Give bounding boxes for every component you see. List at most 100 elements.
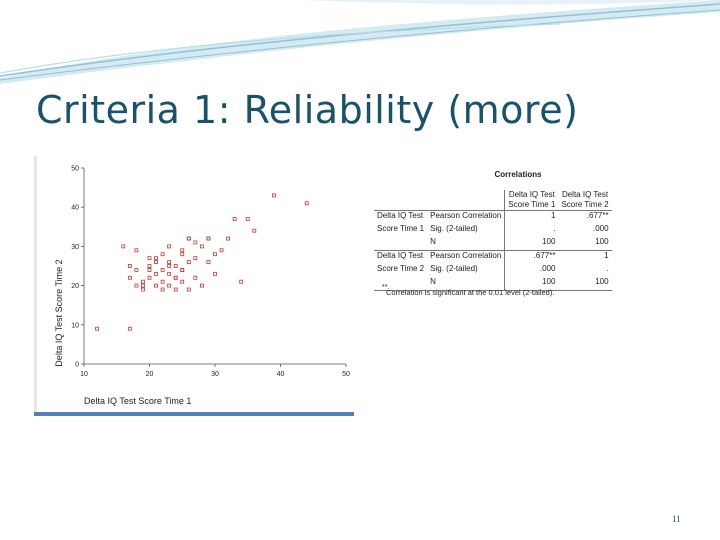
row-group-time2-line2: Score Time 2 [377, 264, 425, 273]
y-tick-label: 50 [71, 166, 79, 173]
scatter-point [134, 248, 139, 253]
stat-label: Sig. (2-tailed) [430, 264, 478, 273]
scatter-point [199, 244, 204, 249]
scatter-point [95, 326, 99, 331]
points [95, 193, 309, 331]
swoosh-line-2 [0, 9, 720, 81]
row-group-time1-line1: Delta IQ Test [374, 210, 428, 224]
scatter-point [186, 260, 191, 264]
scatter-point [160, 287, 165, 292]
scatter-point [206, 260, 211, 264]
x-tick-label: 20 [146, 371, 154, 378]
scatter-point [127, 264, 132, 268]
table-cell: .000 [504, 264, 559, 277]
col-header-time1: Delta IQ Test Score Time 1 [504, 190, 559, 211]
x-tick-label: 30 [211, 371, 219, 378]
col-header-time2-line2: Score Time 2 [561, 200, 609, 209]
scatter-point [173, 287, 178, 292]
table-cell: . [606, 264, 609, 273]
scatter-point [147, 268, 152, 272]
scatter-point [141, 287, 145, 292]
scatter-point [160, 279, 165, 284]
table-row: Delta IQ Test Pearson Correlation .677**… [374, 250, 612, 264]
table-cell: 1 [558, 250, 612, 264]
swoosh-top-fill [300, 0, 720, 5]
footnote: Correlation is significant at the 0.01 l… [386, 288, 555, 297]
scatter-point [127, 326, 132, 331]
scatter-point [134, 283, 139, 288]
scatter-point [160, 268, 165, 272]
scatter-point [141, 279, 145, 284]
row-group-blank [374, 277, 428, 291]
scatter-point [213, 252, 217, 257]
scatter-point [147, 256, 152, 261]
stat-label: Pearson Correlation [427, 210, 505, 224]
scatter-point [180, 248, 185, 253]
scatter-point [141, 283, 145, 288]
x-tick-label: 40 [277, 371, 285, 378]
swoosh-line-3 [0, 23, 561, 74]
scatter-point [193, 275, 198, 280]
scatter-point [206, 236, 211, 241]
stat-label: Pearson Correlation [427, 250, 505, 264]
col-header-time2-line1: Delta IQ Test [561, 190, 609, 199]
stat-label: N [430, 237, 436, 246]
scatter-point [193, 256, 198, 261]
table-cell: .677** [504, 250, 559, 264]
scatter-point [272, 193, 276, 198]
slide-title: Criteria 1: Reliability (more) [36, 88, 579, 132]
scatter-point [199, 283, 204, 288]
table-cell: .677** [558, 210, 612, 224]
table-cell: 100 [504, 237, 559, 251]
row-group-time1-line2: Score Time 1 [377, 224, 425, 233]
table-row: Score Time 1 Sig. (2-tailed) . .000 [374, 224, 612, 237]
header-swoosh [0, 0, 720, 84]
swoosh-line-1 [0, 3, 720, 77]
scatter-point [160, 252, 165, 257]
scatter-point [186, 236, 191, 241]
y-tick-label: 10 [71, 322, 79, 329]
table-cell: 100 [504, 277, 559, 291]
scatter-point [147, 264, 152, 268]
col-header-time2: Delta IQ Test Score Time 2 [558, 190, 611, 211]
header-blank [374, 190, 427, 211]
scatter-point [147, 275, 152, 280]
x-axis-label: Delta IQ Test Score Time 1 [84, 396, 191, 406]
correlations-table: Delta IQ Test Score Time 1 Delta IQ Test S… [374, 190, 612, 291]
scatter-point [252, 228, 257, 233]
row-group-time2-line1: Delta IQ Test [374, 250, 428, 264]
scatter-point [193, 240, 198, 245]
table-row: Score Time 2 Sig. (2-tailed) .000 . [374, 264, 612, 277]
scatter-point [245, 217, 250, 221]
y-tick-label: 0 [75, 362, 79, 369]
y-tick-label: 40 [71, 205, 79, 212]
scatter-point [213, 271, 217, 276]
table-cell: 100 [558, 277, 612, 291]
scatter-point [186, 287, 191, 292]
table-cell: 1 [504, 210, 559, 224]
scatter-point [180, 252, 185, 257]
scatter-point [154, 256, 158, 261]
scatter-point [239, 279, 244, 284]
correlations-table-panel: Correlations Delta IQ Test Score Time 1 D… [368, 160, 668, 308]
col-header-time1-line2: Score Time 1 [508, 200, 556, 209]
table-cell: .000 [593, 224, 609, 233]
scatter-point [134, 268, 139, 272]
scatter-point [121, 244, 126, 249]
stat-label: Sig. (2-tailed) [430, 224, 478, 233]
scatter-point [186, 236, 191, 241]
table-row: N 100 100 [374, 237, 612, 251]
y-tick-label: 20 [71, 283, 79, 290]
header-blank [427, 190, 505, 211]
scatter-point [127, 275, 132, 280]
scatter-point [180, 268, 185, 272]
correlations-title: Correlations [494, 170, 542, 179]
swoosh-fill [0, 0, 720, 84]
scatter-point [167, 260, 172, 264]
scatter-point [167, 271, 172, 276]
scatter-point [173, 275, 178, 280]
scatter-point [206, 236, 211, 241]
y-tick-label: 30 [71, 244, 79, 251]
